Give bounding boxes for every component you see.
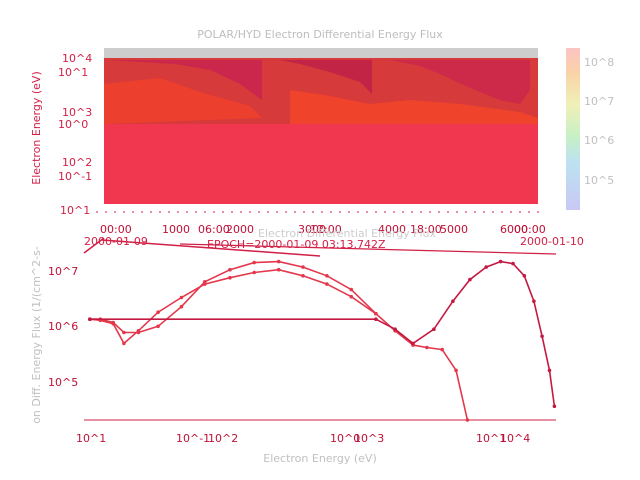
series-point <box>349 294 354 299</box>
lineplot-xtick: 10^3 <box>354 432 384 445</box>
spectrogram-date: 2000-01-10 <box>520 235 584 248</box>
spectrogram-panel <box>104 48 538 204</box>
spectrogram-ytick: 10^-1 <box>58 170 92 183</box>
spectrogram-ylabel: Electron Energy (eV) <box>30 71 43 185</box>
spectrogram-xtick-overlap: 6000 <box>500 223 528 236</box>
series-point <box>301 274 305 278</box>
series-point <box>374 311 378 316</box>
spectrogram-xtick-overlap: 5000 <box>440 223 468 236</box>
colorbar-tick: 10^5 <box>584 174 614 187</box>
series-point <box>122 341 126 346</box>
series-point <box>179 295 184 300</box>
colorbar-tick: 10^6 <box>584 134 614 147</box>
spectrogram-xtick: 00:00 <box>514 223 546 236</box>
connector-line <box>83 237 105 254</box>
series-point <box>203 282 207 286</box>
spectrogram-overlap-label: Electron Differential Energy Flux <box>258 227 437 240</box>
series-line <box>89 268 469 421</box>
lineplot-ytick: 10^6 <box>48 320 78 333</box>
series-point <box>552 404 557 409</box>
spectrogram-xtick-overlap: 3000 <box>298 223 326 236</box>
spectrogram-xtick: 00:00 <box>100 223 132 236</box>
series-point <box>411 341 415 346</box>
series-point <box>228 275 232 280</box>
lineplot-xtick: 10^-1 <box>176 432 210 445</box>
series-point <box>547 368 552 373</box>
series-point <box>122 330 126 335</box>
lineplot-xtick: 10^0 <box>330 432 360 445</box>
series-point <box>425 345 429 350</box>
lineplot-xlabel: Electron Energy (eV) <box>263 452 377 465</box>
lineplot-xtick: 10^4 <box>500 432 530 445</box>
series-point <box>440 347 445 352</box>
spectrogram-ytick: 10^0 <box>58 118 88 131</box>
spectrogram-title: POLAR/HYD Electron Differential Energy F… <box>197 28 443 41</box>
spectrogram-bright-region <box>104 78 262 124</box>
lineplot-curves <box>88 259 557 422</box>
series-point <box>511 261 515 266</box>
spectrogram-ytick: 10^1 <box>60 204 90 217</box>
spectrogram-xtick-overlap: 2000 <box>226 223 254 236</box>
series-line <box>89 260 377 334</box>
series-point <box>136 329 141 333</box>
spectrogram-xtick: 12:00 <box>310 223 342 236</box>
spectrogram-xtick: 06:00 <box>198 223 230 236</box>
series-point <box>451 299 455 304</box>
series-point <box>498 259 503 264</box>
lineplot-xtick: 10^2 <box>208 432 238 445</box>
lineplot-ytick: 10^5 <box>48 376 78 389</box>
spectrogram-magenta-region <box>110 60 262 100</box>
spectrogram-bright-region <box>290 90 538 124</box>
connector-line <box>101 239 321 257</box>
spectrogram-ytick: 10^2 <box>62 156 92 169</box>
lineplot-ytick: 10^7 <box>48 265 78 278</box>
series-point <box>532 299 536 304</box>
series-point <box>374 317 378 322</box>
series-point <box>179 304 184 309</box>
colorbar-tick: 10^8 <box>584 56 614 69</box>
series-point <box>484 265 489 269</box>
lineplot-xtick: 10^1 <box>76 432 106 445</box>
spectrogram-xtick: 18:00 <box>410 223 442 236</box>
series-point <box>325 274 329 278</box>
series-point <box>432 327 436 332</box>
spectrogram-xtick-overlap: 4000 <box>378 223 406 236</box>
spectrogram-magenta-region <box>280 60 372 94</box>
lineplot-ylabel: on Diff. Energy Flux (1/(cm^2-s- <box>30 246 43 424</box>
spectrogram-xtick-overlap: 1000 <box>162 223 190 236</box>
spectrogram-lower-band <box>104 124 538 204</box>
series-point <box>325 282 329 286</box>
lineplot-xtick: 10^1 <box>476 432 506 445</box>
series-point <box>393 327 397 332</box>
series-point <box>111 321 115 326</box>
series-point <box>349 287 354 292</box>
series-point <box>252 260 256 265</box>
spectrogram-fill-gray <box>104 48 538 58</box>
spectrogram-ytick: 10^4 <box>62 52 92 65</box>
series-point <box>252 270 256 275</box>
series-point <box>228 267 232 272</box>
series-point <box>156 324 160 329</box>
series-point <box>276 267 281 272</box>
series-point <box>465 418 470 422</box>
series-point <box>522 274 527 278</box>
series-point <box>454 368 458 373</box>
series-point <box>468 277 472 282</box>
connector-line <box>179 243 557 255</box>
spectrogram-ytick: 10^1 <box>58 66 88 79</box>
colorbar <box>566 48 580 210</box>
colorbar-tick: 10^7 <box>584 95 614 108</box>
series-point <box>276 259 281 264</box>
spectrogram-ytick: 10^3 <box>62 106 92 119</box>
series-point <box>88 317 92 322</box>
spectrogram-magenta-region <box>390 60 530 104</box>
series-point <box>156 310 160 315</box>
series-point <box>301 265 305 269</box>
series-point <box>540 334 544 339</box>
